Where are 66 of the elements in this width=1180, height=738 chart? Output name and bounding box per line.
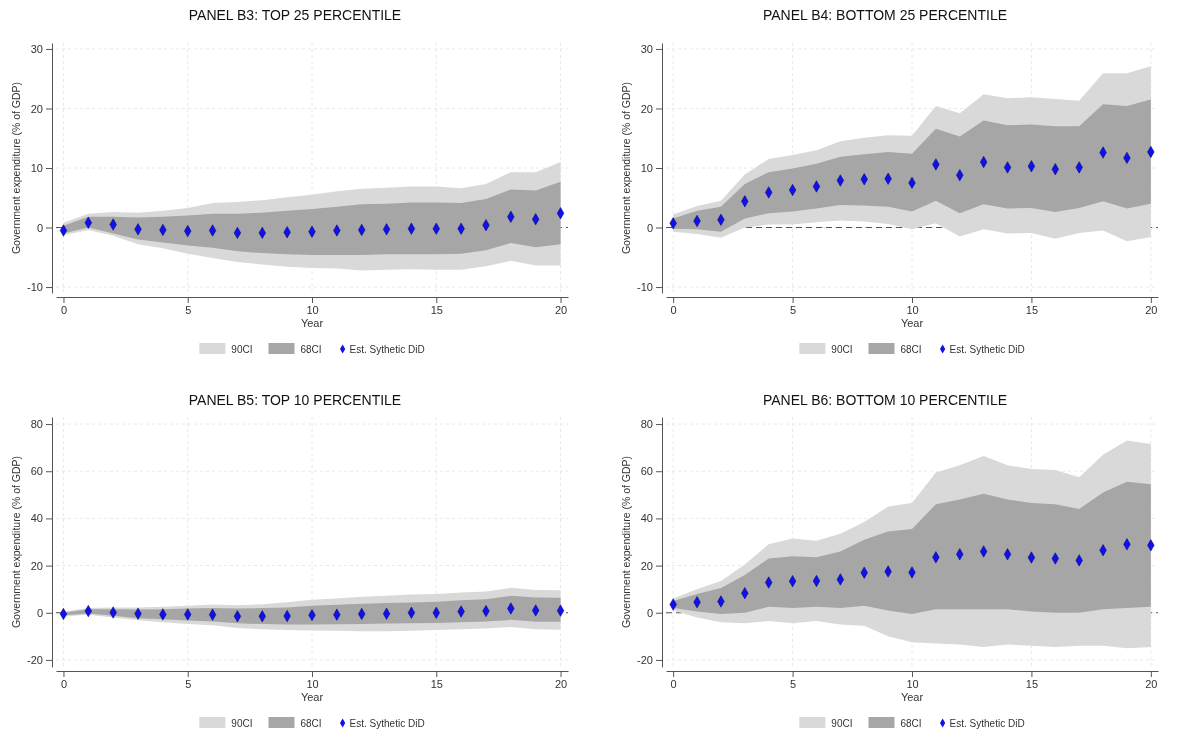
y-tick-label: 20 [640,559,653,572]
y-tick-label: 20 [30,559,43,572]
x-tick-label: 15 [1025,677,1039,690]
y-tick-label: 30 [640,42,653,55]
y-tick-label: 10 [640,162,653,175]
x-tick-label: 5 [790,303,797,316]
chart-title: PANEL B3: TOP 25 PERCENTILE [188,7,402,23]
x-axis-title: Year [900,317,924,329]
legend-label: 68CI [900,344,922,355]
x-tick-label: 15 [1025,303,1039,316]
x-tick-label: 0 [670,303,677,316]
x-tick-label: 0 [670,677,677,690]
y-tick-label: 30 [30,42,43,55]
y-tick-label: 60 [30,465,43,478]
y-tick-label: 60 [640,465,653,478]
legend-label: 68CI [900,718,922,729]
x-tick-label: 20 [1145,677,1158,690]
x-axis-title: Year [900,691,924,703]
chart-title: PANEL B5: TOP 10 PERCENTILE [188,392,402,408]
y-tick-label: -20 [637,653,653,666]
x-tick-label: 0 [60,677,68,690]
legend-label: 90CI [831,344,853,355]
y-tick-label: 0 [646,221,653,234]
y-axis-title: Government expenditure (% of GDP) [620,455,632,629]
x-tick-label: 20 [1145,303,1158,316]
legend-label: 68CI [300,344,322,355]
x-tick-label: 20 [554,677,568,690]
legend-label: Est. Sythetic DiD [949,344,1025,355]
legend-label: 90CI [231,344,253,355]
x-axis-title: Year [300,317,324,329]
y-axis-title: Government expenditure (% of GDP) [10,81,22,255]
y-tick-label: 20 [30,102,43,115]
legend-label: 90CI [831,718,853,729]
y-tick-label: 10 [30,162,43,175]
x-tick-label: 5 [185,303,192,316]
x-tick-label: 10 [906,303,919,316]
y-tick-label: 20 [640,102,653,115]
legend-label: 68CI [300,718,322,729]
x-tick-label: 15 [430,303,443,316]
y-tick-label: -10 [27,281,43,294]
y-axis-title: Government expenditure (% of GDP) [10,455,22,629]
x-tick-label: 5 [185,677,192,690]
legend-label: Est. Sythetic DiD [349,718,425,729]
chart-title: PANEL B6: BOTTOM 10 PERCENTILE [762,392,1008,408]
chart-title: PANEL B4: BOTTOM 25 PERCENTILE [762,7,1008,23]
legend-label: Est. Sythetic DiD [949,718,1025,729]
x-tick-label: 20 [554,303,568,316]
x-tick-label: 5 [790,677,797,690]
y-axis-title: Government expenditure (% of GDP) [620,81,632,255]
y-tick-label: 0 [36,606,43,619]
y-tick-label: 80 [640,418,653,431]
x-tick-label: 10 [906,677,919,690]
x-axis-title: Year [300,691,324,703]
y-tick-label: 40 [30,512,43,525]
x-tick-label: 10 [306,303,319,316]
y-tick-label: 80 [30,418,43,431]
legend-label: 90CI [231,718,253,729]
x-tick-label: 0 [60,303,68,316]
legend-label: Est. Sythetic DiD [349,344,425,355]
y-tick-label: 0 [36,221,43,234]
y-tick-label: 40 [640,512,653,525]
x-tick-label: 15 [430,677,443,690]
y-tick-label: 0 [646,606,653,619]
y-tick-label: -20 [27,653,43,666]
x-tick-label: 10 [306,677,319,690]
y-tick-label: -10 [637,281,653,294]
